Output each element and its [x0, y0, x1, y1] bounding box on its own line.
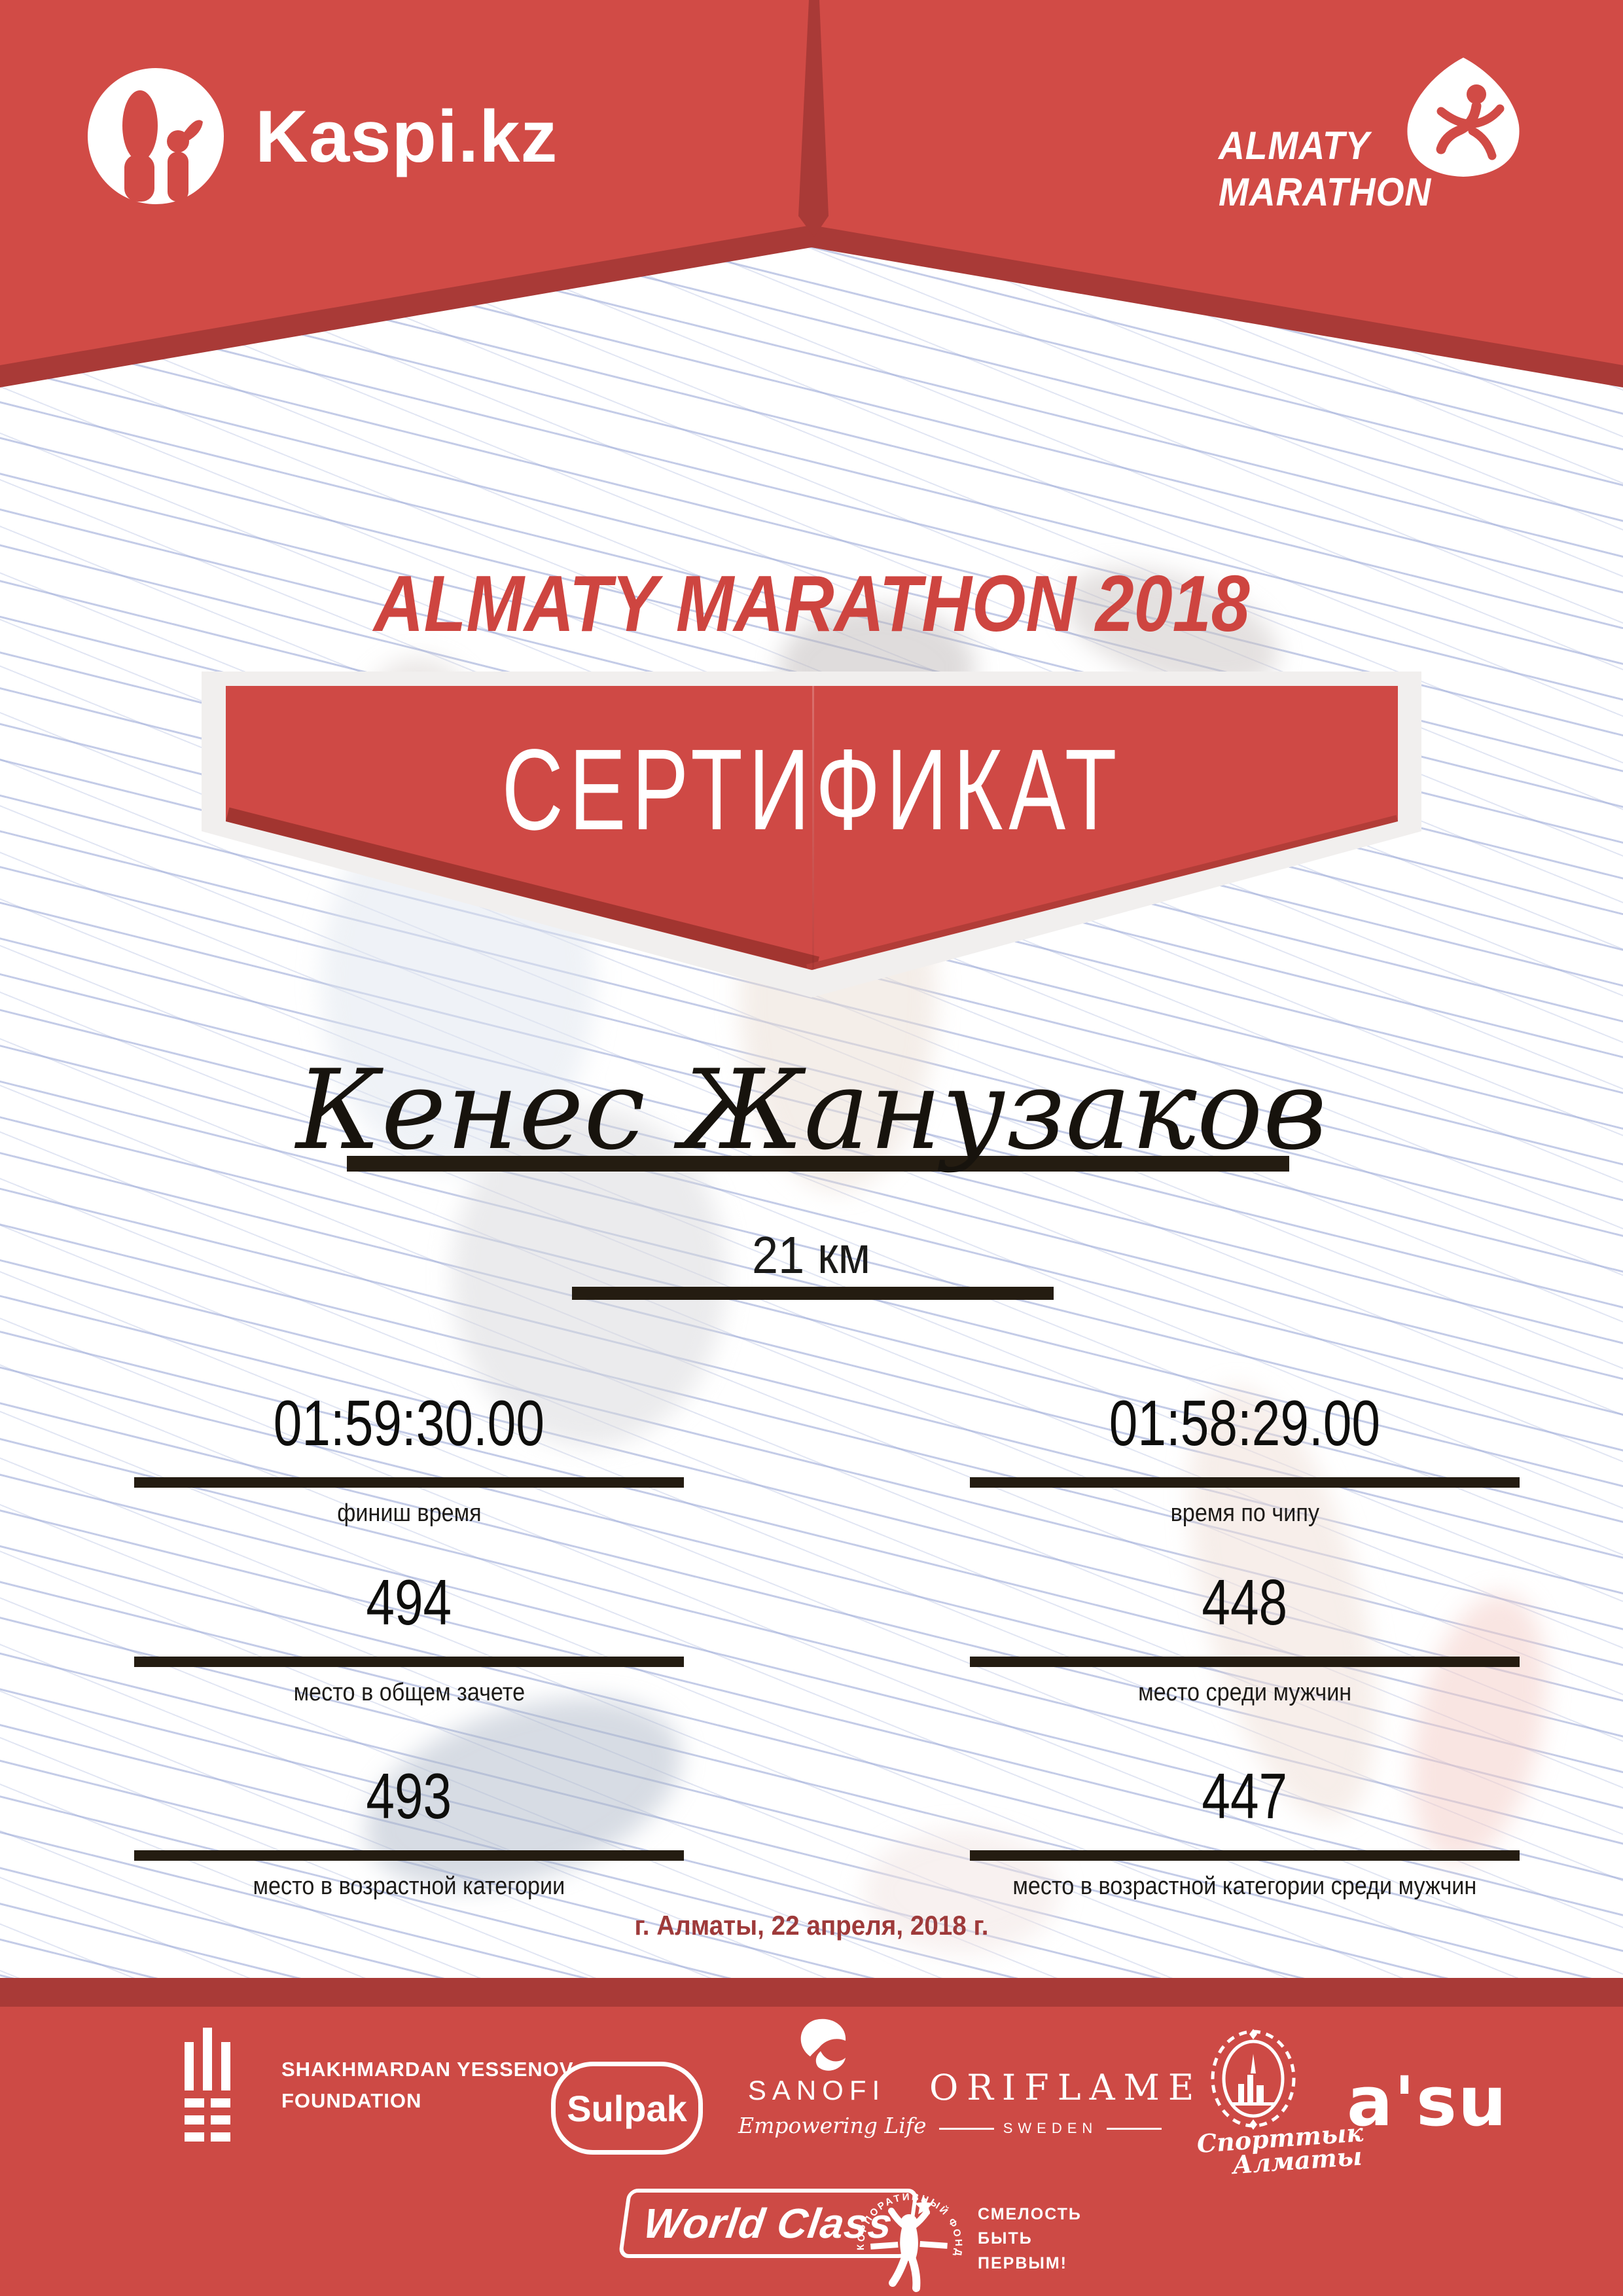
name-underline	[347, 1156, 1289, 1172]
sulpak-logo-text: Sulpak	[567, 2087, 687, 2129]
yessenov-line1: SHAKHMARDAN YESSENOV	[281, 2057, 574, 2081]
stat-label: время по чипу	[1170, 1499, 1319, 1527]
distance-underline	[572, 1287, 1054, 1300]
oriflame-logo-text: ORIFLAME	[929, 2067, 1203, 2108]
stat-label: финиш время	[336, 1499, 482, 1527]
stat-finish-time: 01:59:30.00 финиш время	[134, 1386, 684, 1528]
sanofi-tagline: Empowering Life	[738, 2113, 927, 2138]
asu-logo: a'su	[1347, 2062, 1508, 2142]
stat-label: место в общем зачете	[293, 1679, 525, 1706]
stat-chip-time: 01:58:29.00 время по чипу	[970, 1386, 1520, 1528]
sulpak-logo: Sulpak	[551, 2062, 703, 2155]
event-location-date: г. Алматы, 22 апреля, 2018 г.	[634, 1910, 989, 1941]
footer-accent-strip	[0, 1978, 1623, 2007]
kaspi-icon	[88, 68, 224, 204]
oriflame-rule-right	[1107, 2127, 1162, 2130]
asu-logo-text: a'su	[1347, 2062, 1508, 2142]
fund-slogan-line1: СМЕЛОСТЬ	[978, 2204, 1082, 2223]
corporate-fund-slogan: СМЕЛОСТЬ БЫТЬ ПЕРВЫМ!	[978, 2202, 1082, 2276]
oriflame-logo: ORIFLAME SWEDEN	[929, 2067, 1203, 2137]
yessenov-foundation-logo: SHAKHMARDAN YESSENOV FOUNDATION	[185, 2028, 574, 2143]
stat-label: место в возрастной категории	[253, 1873, 565, 1900]
distance-value: 21 км	[752, 1226, 871, 1284]
stat-value: 448	[1202, 1566, 1288, 1638]
corporate-fund-logo: КОРПОРАТИВНЫЙ ФОНД СМЕЛОСТЬ БЫТЬ ПЕРВЫМ!	[851, 2179, 1082, 2296]
certificate-label: СЕРТИФИКАТ	[501, 726, 1122, 854]
stat-value: 493	[366, 1760, 452, 1832]
stat-divider	[970, 1850, 1520, 1861]
stat-value: 01:59:30.00	[273, 1387, 545, 1459]
event-title: ALMATY MARATHON 2018	[373, 559, 1250, 648]
yessenov-foundation-icon	[185, 2028, 230, 2142]
stat-age-place: 493 место в возрастной категории	[134, 1759, 684, 1901]
recipient-name: Кенес Жанузаков	[296, 1046, 1327, 1174]
stat-value: 494	[366, 1566, 452, 1638]
oriflame-country-text: SWEDEN	[1003, 2120, 1098, 2136]
stat-gender-place: 448 место среди мужчин	[970, 1566, 1520, 1707]
yessenov-line2: FOUNDATION	[281, 2089, 422, 2112]
stat-divider	[134, 1850, 684, 1861]
almaty-marathon-logo-text: ALMATY MARATHON	[1219, 123, 1431, 216]
sporttyk-emblem-icon	[1211, 2029, 1296, 2130]
kaspi-logo-text: Kaspi.kz	[255, 95, 558, 177]
kaspi-logo: Kaspi.kz	[84, 64, 558, 208]
oriflame-rule-left	[938, 2127, 994, 2130]
sporttyk-logo-text: Спорттык Алматы	[1196, 2117, 1364, 2179]
stat-label: место среди мужчин	[1137, 1679, 1352, 1706]
fund-slogan-line3: ПЕРВЫМ!	[978, 2253, 1067, 2272]
sanofi-logo-text: SANOFI	[747, 2075, 886, 2106]
sanofi-bird-icon	[800, 2018, 846, 2071]
stat-divider	[134, 1477, 684, 1488]
stat-divider	[970, 1477, 1520, 1488]
stat-age-gender-place: 447 место в возрастной категории среди м…	[970, 1759, 1520, 1901]
corporate-fund-emblem-icon: КОРПОРАТИВНЫЙ ФОНД	[855, 2191, 962, 2292]
stat-value: 01:58:29.00	[1109, 1387, 1381, 1459]
stat-divider	[970, 1657, 1520, 1667]
yessenov-foundation-text: SHAKHMARDAN YESSENOV FOUNDATION	[281, 2054, 574, 2117]
banner-fold	[812, 686, 814, 970]
stat-overall-place: 494 место в общем зачете	[134, 1566, 684, 1707]
almaty-marathon-line2: MARATHON	[1219, 170, 1432, 214]
footer-band	[0, 2007, 1623, 2296]
sanofi-logo: SANOFI Empowering Life	[738, 2015, 927, 2138]
sporttyk-almaty-logo: Спорттык Алматы	[1196, 2028, 1364, 2179]
almaty-marathon-line1: ALMATY	[1219, 124, 1370, 168]
stat-label: место в возрастной категории среди мужчи…	[1012, 1873, 1477, 1900]
fund-slogan-line2: БЫТЬ	[978, 2229, 1033, 2248]
stat-divider	[134, 1657, 684, 1667]
stat-value: 447	[1202, 1760, 1288, 1832]
almaty-marathon-icon	[1407, 58, 1520, 177]
